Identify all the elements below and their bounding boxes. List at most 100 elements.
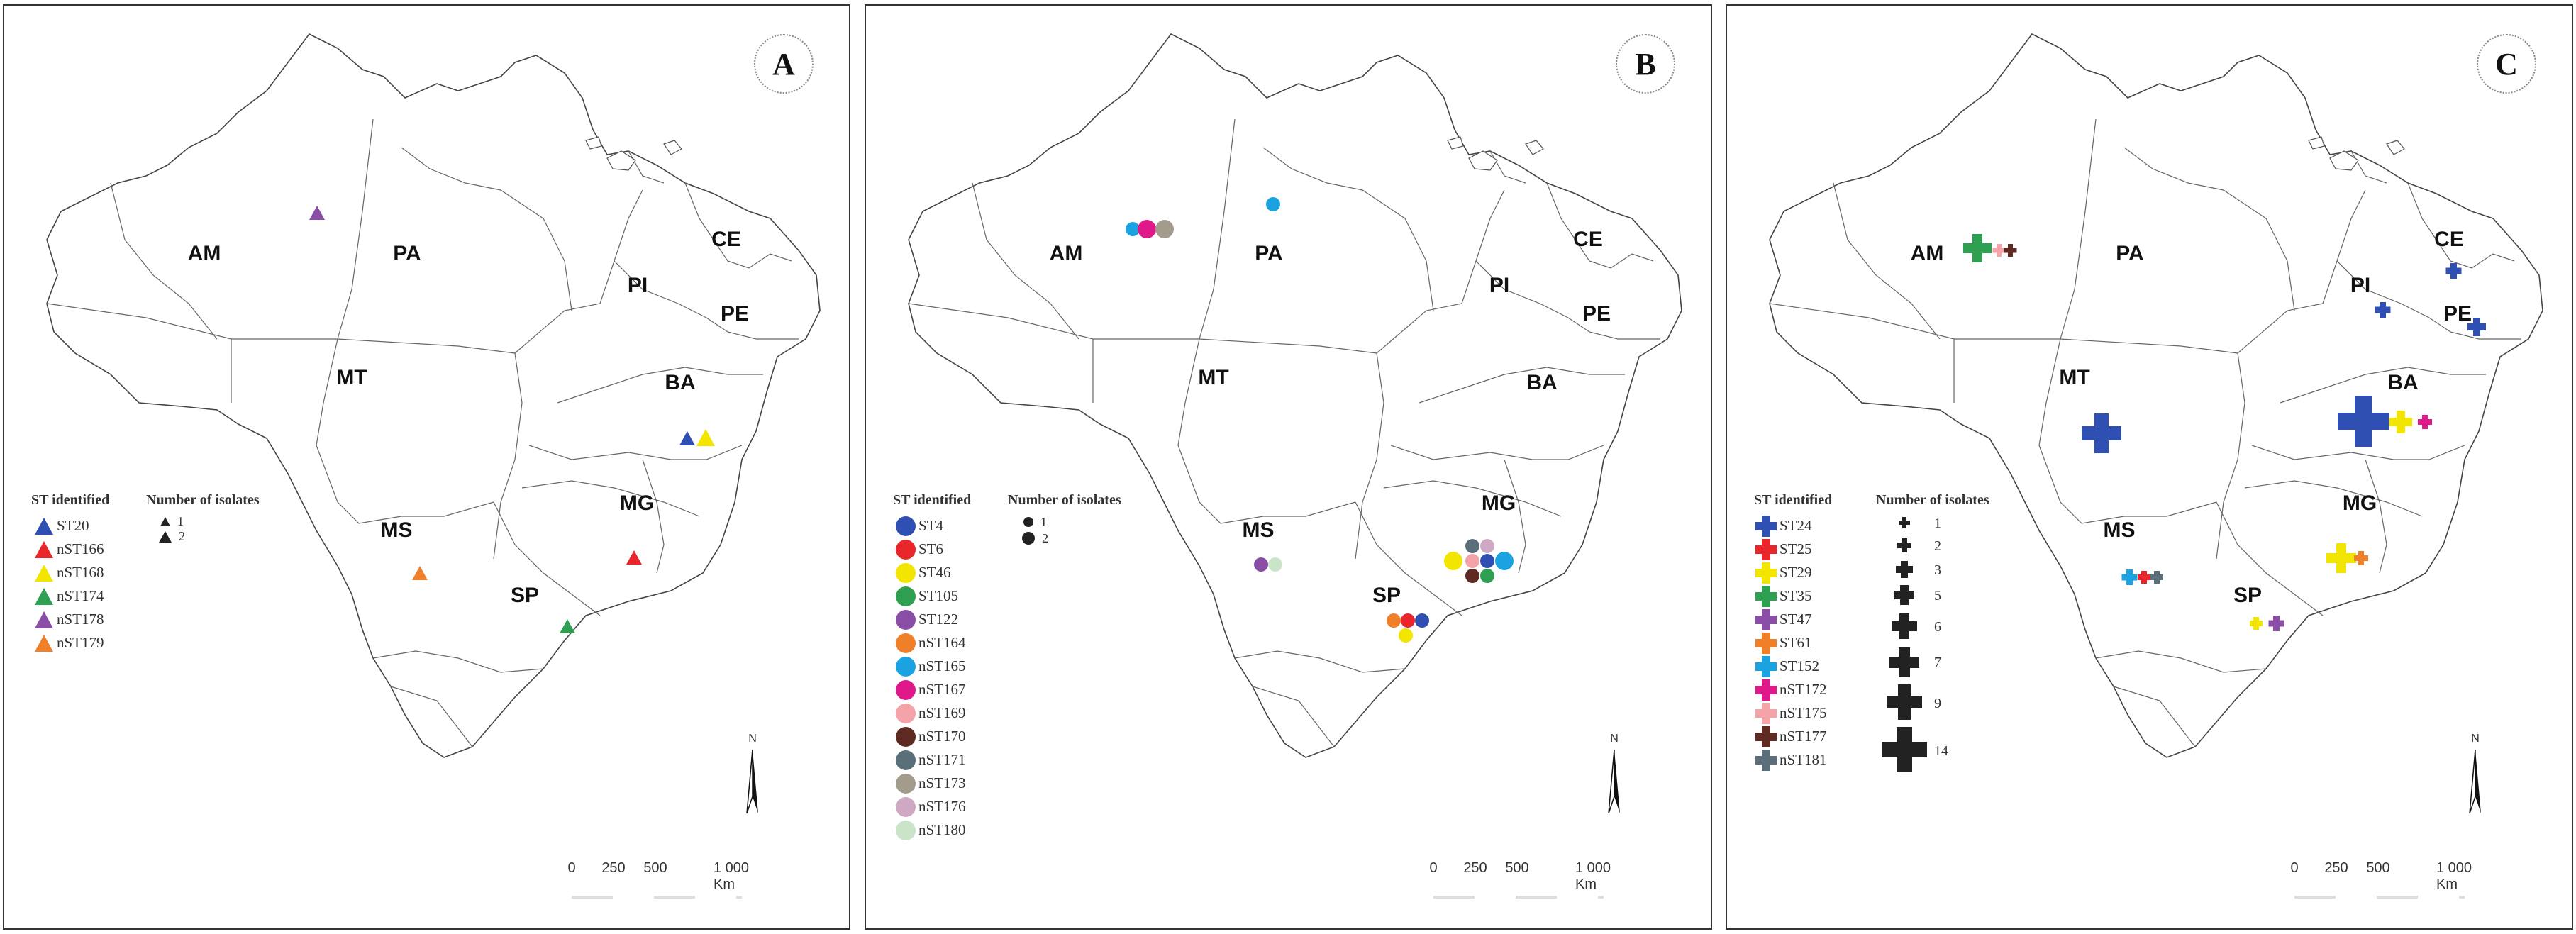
legend-item: nST176 (893, 795, 971, 818)
legend-item: nST172 (1754, 678, 1832, 701)
state-border (514, 189, 643, 354)
state-border (1177, 338, 1356, 524)
state-border (1376, 189, 1505, 354)
legend-item: ST47 (1754, 608, 1832, 631)
state-label-pe: PE (2443, 302, 2472, 326)
state-label-ba: BA (1526, 371, 1558, 394)
legend-item: nST178 (31, 608, 109, 631)
legend-item: nST179 (31, 631, 109, 655)
legend-item: ST6 (893, 538, 971, 561)
state-label-am: AM (1049, 242, 1083, 265)
map-panel-b: B AM PA MT PI CE PE BA MG MS SP ST ident… (865, 4, 1712, 930)
brazil-map-outline (46, 33, 821, 758)
legend-item: ST152 (1754, 655, 1832, 678)
state-label-mt: MT (2059, 366, 2090, 389)
legend-item: ST61 (1754, 631, 1832, 655)
north-arrow: N (1605, 733, 1623, 820)
state-border (46, 303, 516, 354)
state-border (2123, 147, 2295, 311)
panel-label: B (1616, 34, 1675, 94)
legend-item: nST169 (893, 701, 971, 725)
marker-nst165-pa (1266, 197, 1280, 211)
state-label-pa: PA (393, 242, 421, 265)
state-label-pe: PE (1582, 302, 1611, 326)
legend-title: ST identified (893, 492, 972, 508)
state-border (493, 501, 601, 616)
state-border (1199, 118, 1236, 340)
state-label-ce: CE (711, 228, 741, 251)
state-border (372, 650, 544, 673)
size-legend-title: Number of isolates (1876, 492, 1989, 508)
legend-item: nST171 (893, 748, 971, 772)
state-border (1546, 182, 1654, 269)
state-border (1769, 303, 2238, 354)
island-outline (2386, 140, 2405, 155)
state-border (972, 182, 1079, 340)
state-border (2251, 445, 2465, 460)
scale-bar: 0 250 500 1 000 Km (1426, 860, 1660, 910)
legend-item: nST180 (893, 818, 971, 842)
state-border (2336, 260, 2521, 340)
state-border (1504, 459, 1526, 574)
brazil-map-outline (908, 33, 1682, 758)
state-label-mg: MG (2342, 491, 2377, 515)
state-label-am: AM (187, 242, 221, 265)
state-label-pe: PE (720, 302, 750, 326)
legend-item: ST20 (31, 514, 109, 538)
legend-title: ST identified (1754, 492, 1833, 508)
map-panel-c: C AM PA MT PI CE PE BA MG MS SP ST ident… (1726, 4, 2573, 930)
state-label-ce: CE (2434, 228, 2464, 251)
state-border (557, 367, 763, 404)
state-label-ba: BA (2387, 371, 2419, 394)
north-arrow: N (743, 733, 762, 820)
marker-nst180-ms (1268, 557, 1282, 572)
marker-nst167-am (1138, 220, 1156, 238)
state-border (684, 182, 792, 269)
island-outline (606, 150, 636, 171)
legend-item: nST181 (1754, 748, 1832, 772)
island-outline (1468, 150, 1498, 171)
legend-st: ST identified ST20 nST166 nST168 nST174 … (31, 492, 109, 655)
marker-nst164-sp (1387, 613, 1401, 628)
legend-item: ST29 (1754, 561, 1832, 584)
brazil-map-outline (1769, 33, 2543, 758)
state-label-pa: PA (1255, 242, 1283, 265)
marker-st46-sp (1399, 628, 1413, 643)
state-label-ms: MS (2103, 518, 2136, 542)
state-border (390, 686, 473, 747)
panel-label: C (2477, 34, 2536, 94)
marker-nst165-am (1126, 222, 1140, 236)
state-border (493, 352, 523, 560)
north-arrow: N (2466, 733, 2485, 820)
state-label-ce: CE (1573, 228, 1603, 251)
state-label-ms: MS (380, 518, 413, 542)
state-label-sp: SP (1372, 584, 1401, 607)
island-outline (663, 140, 682, 155)
legend-size: Number of isolates 1 2 3 5 6 7 9 14 (1876, 492, 1989, 816)
state-border (1475, 260, 1660, 340)
state-border (2244, 480, 2423, 517)
state-border (1419, 367, 1625, 404)
marker-nst173-am (1155, 220, 1174, 238)
legend-item: nST167 (893, 678, 971, 701)
state-border (1355, 352, 1384, 560)
state-border (316, 338, 494, 524)
scale-bar: 0 250 500 1 000 Km (2287, 860, 2521, 910)
country-outline (1769, 33, 2543, 758)
marker-st4-mg (1480, 554, 1494, 568)
marker-nst170-mg (1465, 569, 1479, 583)
island-outline (1525, 140, 1544, 155)
state-border (1234, 650, 1406, 673)
state-border (2095, 650, 2267, 673)
legend-item: ST35 (1754, 584, 1832, 608)
state-border (2216, 501, 2324, 616)
state-border (1383, 480, 1562, 517)
marker-st122-ms (1254, 557, 1268, 572)
legend-item: nST174 (31, 584, 109, 608)
state-border (110, 182, 218, 340)
state-border (1833, 182, 1941, 340)
state-border (2060, 118, 2097, 340)
state-border (1262, 147, 1434, 311)
island-outline (2308, 136, 2325, 150)
marker-st46-mg (1444, 552, 1462, 570)
